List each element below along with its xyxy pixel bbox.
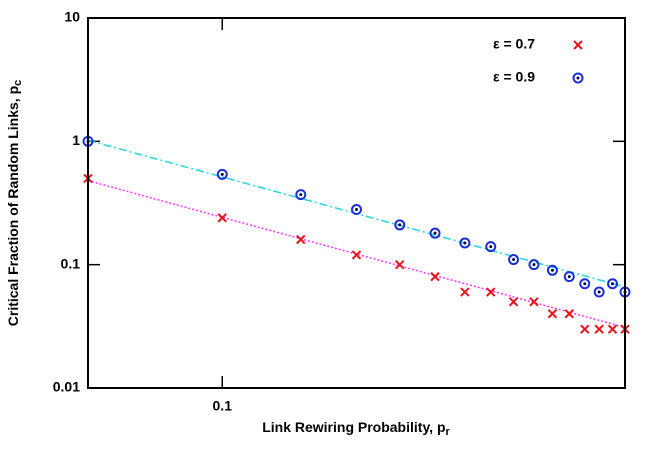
- marker-dot: [532, 263, 536, 267]
- point: [351, 204, 362, 216]
- marker-stroke: [217, 213, 227, 223]
- point: [580, 324, 590, 334]
- point: [459, 237, 471, 249]
- point: [607, 278, 619, 290]
- point: [564, 309, 574, 319]
- point: [529, 297, 539, 307]
- marker-stroke: [607, 324, 618, 334]
- y-label-sub: c: [12, 80, 24, 86]
- point: [394, 219, 406, 231]
- marker-stroke: [573, 40, 583, 50]
- marker-stroke: [529, 297, 539, 307]
- marker-stroke: [430, 271, 440, 282]
- point: [460, 287, 470, 297]
- point: [508, 254, 520, 266]
- point: [429, 227, 441, 239]
- marker-stroke: [296, 234, 306, 245]
- marker-dot: [463, 241, 467, 245]
- marker-stroke: [547, 309, 558, 319]
- plot-frame: [87, 17, 626, 389]
- legend-label: ε = 0.9: [493, 69, 535, 85]
- legend-label: ε = 0.7: [493, 36, 535, 52]
- y-tick-label: 0.01: [53, 379, 80, 395]
- y-label-text: Critical Fraction of Random Links, p: [5, 86, 21, 326]
- marker-stroke: [580, 324, 590, 334]
- marker-ring: [546, 264, 558, 276]
- point: [216, 168, 228, 180]
- marker-ring: [607, 278, 619, 290]
- marker-stroke: [395, 259, 405, 270]
- x-tick-label: 0.1: [213, 398, 233, 414]
- point: [295, 189, 307, 201]
- y-tick-label: 0.1: [61, 255, 81, 271]
- marker-ring: [508, 254, 520, 266]
- marker-dot: [489, 245, 493, 249]
- point: [579, 278, 591, 290]
- marker-dot: [583, 282, 587, 286]
- point: [217, 213, 227, 223]
- marker-stroke: [508, 297, 519, 307]
- marker-ring: [593, 286, 605, 298]
- marker-ring: [563, 271, 575, 283]
- point: [546, 264, 558, 276]
- point: [547, 309, 558, 319]
- point: [486, 287, 496, 297]
- marker-stroke: [486, 287, 496, 297]
- marker-dot: [398, 223, 402, 227]
- point: [528, 259, 540, 271]
- point: [563, 271, 575, 283]
- marker-ring: [485, 241, 497, 253]
- marker-stroke: [564, 309, 574, 319]
- fit-line: [87, 179, 626, 329]
- marker-dot: [220, 172, 224, 176]
- marker-dot: [611, 282, 615, 286]
- marker-dot: [567, 275, 571, 279]
- point: [485, 241, 497, 253]
- point: [395, 259, 405, 270]
- point: [573, 40, 583, 50]
- point: [594, 324, 604, 334]
- marker-stroke: [351, 250, 362, 260]
- y-axis-label: Critical Fraction of Random Links, pc: [5, 80, 24, 326]
- marker-ring: [459, 237, 471, 249]
- x-axis-label: Link Rewiring Probability, pr: [262, 419, 450, 438]
- y-tick-label: 10: [64, 9, 80, 25]
- marker-ring: [579, 278, 591, 290]
- x-label-sub: r: [446, 426, 451, 438]
- marker-ring: [572, 72, 584, 84]
- marker-stroke: [594, 324, 604, 334]
- marker-ring: [429, 227, 441, 239]
- marker-ring: [295, 189, 307, 201]
- point: [430, 271, 440, 282]
- point: [607, 324, 618, 334]
- marker-dot: [576, 76, 580, 80]
- point: [351, 250, 362, 260]
- point: [593, 286, 605, 298]
- marker-dot: [550, 268, 554, 272]
- marker-ring: [216, 168, 228, 180]
- marker-ring: [528, 259, 540, 271]
- marker-stroke: [460, 287, 470, 297]
- marker-dot: [299, 193, 303, 197]
- marker-ring: [351, 204, 362, 216]
- marker-dot: [433, 231, 437, 235]
- marker-dot: [597, 290, 601, 294]
- point: [508, 297, 519, 307]
- x-label-text: Link Rewiring Probability, p: [262, 419, 445, 435]
- marker-dot: [512, 258, 516, 262]
- point: [572, 72, 584, 84]
- marker-dot: [355, 208, 358, 212]
- marker-ring: [394, 219, 406, 231]
- point: [296, 234, 306, 245]
- y-tick-label: 1: [72, 132, 80, 148]
